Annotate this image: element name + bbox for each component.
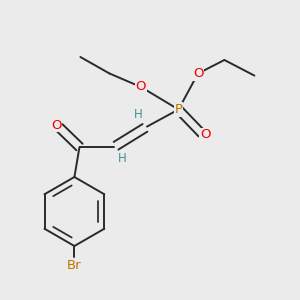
Text: Br: Br [67, 259, 82, 272]
Text: P: P [175, 103, 182, 116]
Text: O: O [136, 80, 146, 94]
Text: H: H [134, 107, 143, 121]
Text: H: H [118, 152, 127, 166]
Text: O: O [51, 118, 62, 132]
Text: O: O [193, 67, 203, 80]
Text: O: O [200, 128, 211, 142]
